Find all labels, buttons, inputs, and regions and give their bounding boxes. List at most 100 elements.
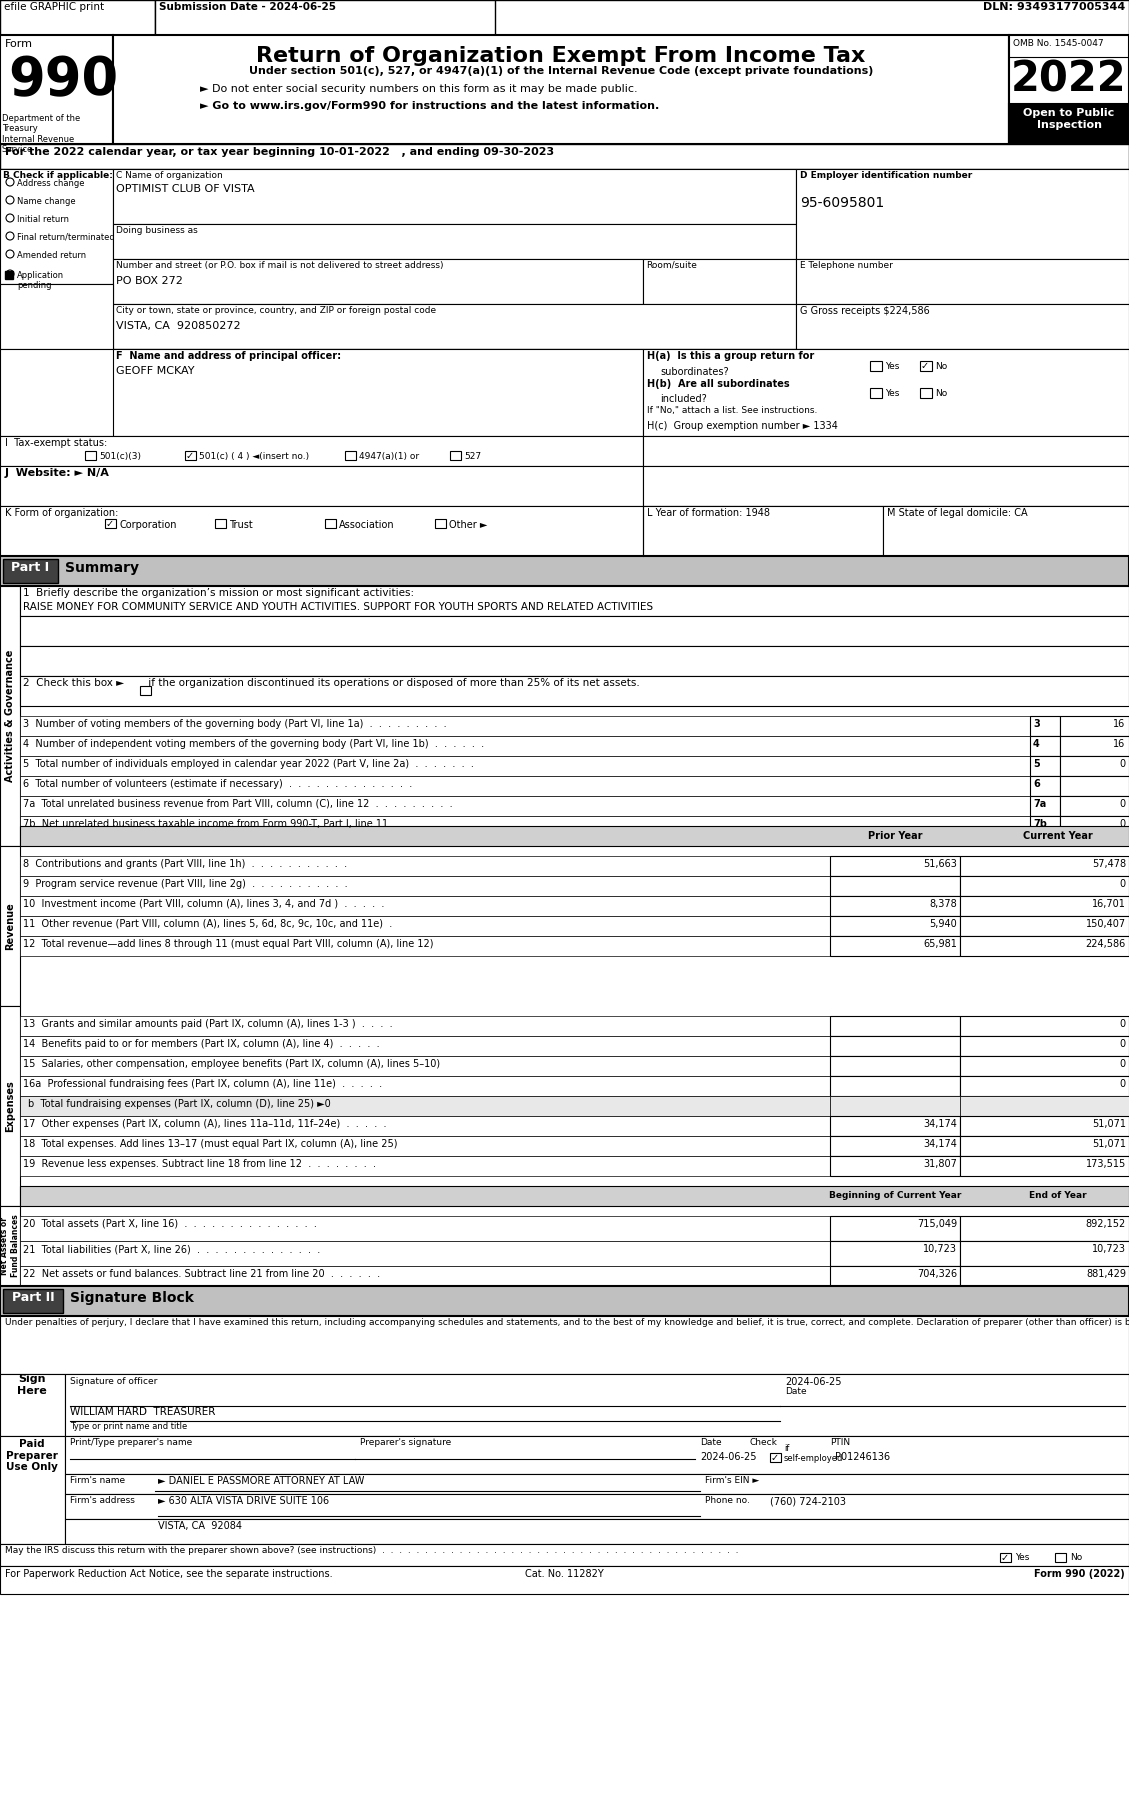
- Bar: [0, 34, 113, 143]
- Text: For Paperwork Reduction Act Notice, see the separate instructions.: For Paperwork Reduction Act Notice, see …: [5, 1569, 333, 1578]
- Text: ► 630 ALTA VISTA DRIVE SUITE 106: ► 630 ALTA VISTA DRIVE SUITE 106: [158, 1497, 330, 1506]
- Bar: [796, 169, 1129, 259]
- Text: b  Total fundraising expenses (Part IX, column (D), line 25) ►0: b Total fundraising expenses (Part IX, c…: [28, 1099, 331, 1108]
- Bar: [325, 519, 336, 528]
- Bar: [1000, 1553, 1010, 1562]
- Text: Name change: Name change: [17, 198, 76, 207]
- Bar: [20, 1156, 830, 1175]
- Text: 881,429: 881,429: [1086, 1270, 1126, 1279]
- Bar: [0, 0, 1129, 34]
- Bar: [830, 1215, 960, 1241]
- Text: PO BOX 272: PO BOX 272: [116, 276, 183, 287]
- Bar: [20, 646, 1129, 677]
- Bar: [0, 285, 113, 348]
- Bar: [830, 896, 960, 916]
- Text: H(c)  Group exemption number ► 1334: H(c) Group exemption number ► 1334: [647, 421, 838, 432]
- Text: H(b)  Are all subordinates: H(b) Are all subordinates: [647, 379, 789, 388]
- Text: 10,723: 10,723: [1092, 1244, 1126, 1253]
- Bar: [113, 305, 796, 348]
- Text: 892,152: 892,152: [1086, 1219, 1126, 1230]
- Text: May the IRS discuss this return with the preparer shown above? (see instructions: May the IRS discuss this return with the…: [5, 1546, 738, 1555]
- Text: 21  Total liabilities (Part X, line 26)  .  .  .  .  .  .  .  .  .  .  .  .  .  : 21 Total liabilities (Part X, line 26) .…: [23, 1244, 321, 1253]
- Bar: [0, 845, 20, 1007]
- Bar: [113, 34, 1009, 143]
- Bar: [20, 736, 1129, 756]
- Bar: [65, 1373, 1129, 1437]
- Bar: [830, 1076, 960, 1096]
- Text: Submission Date - 2024-06-25: Submission Date - 2024-06-25: [159, 2, 336, 13]
- Bar: [1060, 816, 1129, 836]
- Text: E Telephone number: E Telephone number: [800, 261, 893, 270]
- Bar: [0, 1437, 65, 1544]
- Bar: [1060, 717, 1129, 736]
- Text: 12  Total revenue—add lines 8 through 11 (must equal Part VIII, column (A), line: 12 Total revenue—add lines 8 through 11 …: [23, 940, 434, 949]
- Text: 0: 0: [1119, 758, 1124, 769]
- Text: 150,407: 150,407: [1086, 920, 1126, 929]
- Bar: [85, 452, 96, 461]
- Bar: [20, 1136, 830, 1156]
- Text: Open to Public
Inspection: Open to Public Inspection: [1023, 109, 1114, 129]
- Text: 95-6095801: 95-6095801: [800, 196, 884, 210]
- Bar: [960, 1156, 1129, 1175]
- Bar: [20, 816, 1129, 836]
- Bar: [113, 348, 644, 435]
- Text: 3  Number of voting members of the governing body (Part VI, line 1a)  .  .  .  .: 3 Number of voting members of the govern…: [23, 718, 447, 729]
- Text: G Gross receipts $224,586: G Gross receipts $224,586: [800, 307, 930, 316]
- Bar: [960, 1016, 1129, 1036]
- Bar: [920, 388, 933, 397]
- Bar: [185, 452, 196, 461]
- Text: Part I: Part I: [11, 561, 49, 573]
- Text: Paid
Preparer
Use Only: Paid Preparer Use Only: [6, 1439, 58, 1473]
- Text: 5  Total number of individuals employed in calendar year 2022 (Part V, line 2a) : 5 Total number of individuals employed i…: [23, 758, 474, 769]
- Bar: [65, 1475, 1129, 1495]
- Text: Date: Date: [700, 1439, 721, 1448]
- Text: Under penalties of perjury, I declare that I have examined this return, includin: Under penalties of perjury, I declare th…: [5, 1319, 1129, 1328]
- Text: 0: 0: [1119, 818, 1124, 829]
- Text: if
self-employed: if self-employed: [784, 1444, 843, 1464]
- Bar: [960, 916, 1129, 936]
- Text: 2024-06-25: 2024-06-25: [785, 1377, 841, 1388]
- Bar: [20, 896, 830, 916]
- Text: (760) 724-2103: (760) 724-2103: [770, 1497, 846, 1506]
- Bar: [65, 1518, 1129, 1544]
- Bar: [1030, 717, 1060, 736]
- Text: Revenue: Revenue: [5, 902, 15, 951]
- Bar: [830, 1056, 960, 1076]
- Text: Address change: Address change: [17, 180, 85, 189]
- Text: M State of legal domicile: CA: M State of legal domicile: CA: [887, 508, 1027, 519]
- Text: 0: 0: [1120, 1059, 1126, 1068]
- Text: 7a  Total unrelated business revenue from Part VIII, column (C), line 12  .  .  : 7a Total unrelated business revenue from…: [23, 798, 453, 809]
- Text: ► Do not enter social security numbers on this form as it may be made public.: ► Do not enter social security numbers o…: [200, 83, 638, 94]
- Text: Print/Type preparer's name: Print/Type preparer's name: [70, 1439, 192, 1448]
- Text: Summary: Summary: [65, 561, 139, 575]
- Bar: [1060, 776, 1129, 796]
- Text: Current Year: Current Year: [1023, 831, 1093, 842]
- Text: WILLIAM HARD  TREASURER: WILLIAM HARD TREASURER: [70, 1408, 216, 1417]
- Text: 11  Other revenue (Part VIII, column (A), lines 5, 6d, 8c, 9c, 10c, and 11e)  .: 11 Other revenue (Part VIII, column (A),…: [23, 920, 392, 929]
- Text: 15  Salaries, other compensation, employee benefits (Part IX, column (A), lines : 15 Salaries, other compensation, employe…: [23, 1059, 440, 1068]
- Text: 7a: 7a: [1033, 798, 1047, 809]
- Text: Trust: Trust: [229, 521, 253, 530]
- Bar: [1054, 1553, 1066, 1562]
- Bar: [0, 1373, 65, 1437]
- Bar: [0, 435, 644, 466]
- Bar: [644, 435, 1129, 466]
- Text: Number and street (or P.O. box if mail is not delivered to street address): Number and street (or P.O. box if mail i…: [116, 261, 444, 270]
- Text: Doing business as: Doing business as: [116, 227, 198, 236]
- Text: 501(c) ( 4 ) ◄(insert no.): 501(c) ( 4 ) ◄(insert no.): [199, 452, 309, 461]
- Text: ✓: ✓: [106, 519, 114, 530]
- Text: Firm's name: Firm's name: [70, 1477, 125, 1486]
- Bar: [960, 896, 1129, 916]
- Bar: [20, 776, 1129, 796]
- Text: GEOFF MCKAY: GEOFF MCKAY: [116, 366, 194, 375]
- Text: Other ►: Other ►: [449, 521, 488, 530]
- Bar: [0, 0, 155, 34]
- Text: 990: 990: [8, 54, 119, 105]
- Text: 8,378: 8,378: [929, 900, 957, 909]
- Text: 8  Contributions and grants (Part VIII, line 1h)  .  .  .  .  .  .  .  .  .  .  : 8 Contributions and grants (Part VIII, l…: [23, 860, 347, 869]
- Bar: [20, 936, 830, 956]
- Bar: [830, 936, 960, 956]
- Text: No: No: [935, 388, 947, 397]
- Bar: [20, 1016, 830, 1036]
- Bar: [960, 1056, 1129, 1076]
